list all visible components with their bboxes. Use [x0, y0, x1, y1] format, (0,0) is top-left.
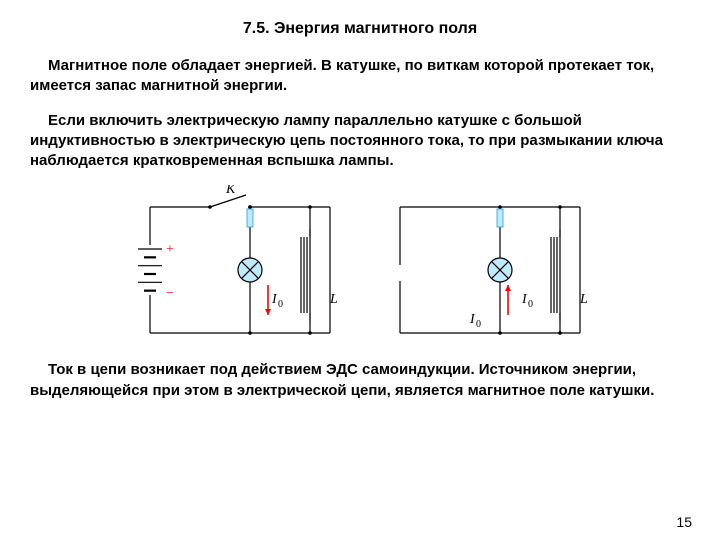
svg-text:L: L — [329, 292, 338, 307]
svg-text:I: I — [271, 292, 278, 307]
svg-text:0: 0 — [528, 299, 533, 310]
svg-text:I: I — [521, 292, 528, 307]
svg-text:0: 0 — [476, 319, 481, 330]
svg-text:0: 0 — [278, 299, 283, 310]
svg-text:I: I — [469, 312, 476, 327]
paragraph-1: Магнитное поле обладает энергией. В кату… — [30, 56, 690, 97]
svg-text:−: − — [166, 286, 174, 301]
circuit-diagram: K+−I0LI0I0L — [130, 185, 590, 355]
paragraph-3: Ток в цепи возникает под действием ЭДС с… — [30, 360, 690, 401]
section-title: 7.5. Энергия магнитного поля — [30, 20, 690, 38]
svg-text:+: + — [166, 242, 174, 257]
paragraph-2: Если включить электрическую лампу паралл… — [30, 111, 690, 172]
svg-text:L: L — [579, 292, 588, 307]
page-number: 15 — [676, 514, 692, 530]
svg-text:K: K — [225, 185, 236, 197]
